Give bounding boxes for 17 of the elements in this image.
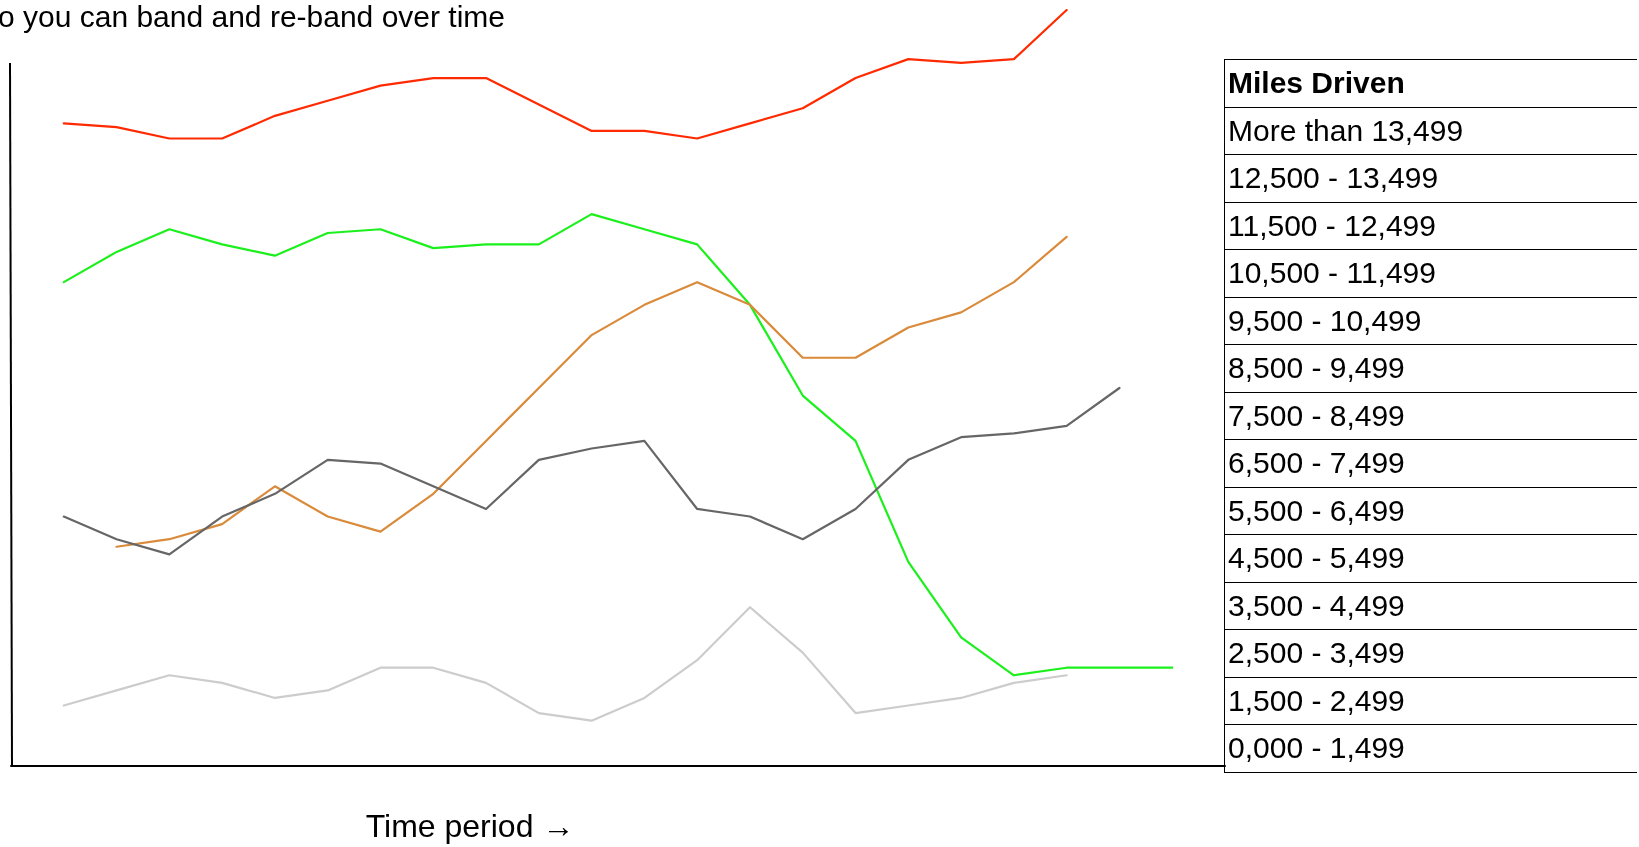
text: 4,500 - 5,499 [1224,534,1637,582]
text: 8,500 - 9,499 [1224,344,1637,392]
chart-title: o you can band and re-band over time [0,0,505,34]
text: Miles Driven [1224,59,1637,107]
text: 2,500 - 3,499 [1224,629,1637,677]
text: 10,500 - 11,499 [1224,249,1637,297]
text: 9,500 - 10,499 [1224,297,1637,345]
text: 0,000 - 1,499 [1224,724,1637,772]
text: 11,500 - 12,499 [1224,202,1637,250]
text: 7,500 - 8,499 [1224,392,1637,440]
text: 3,500 - 4,499 [1224,582,1637,630]
text: 6,500 - 7,499 [1224,439,1637,487]
text: 5,500 - 6,499 [1224,487,1637,535]
text: More than 13,499 [1224,107,1637,155]
text: 12,500 - 13,499 [1224,154,1637,202]
x-axis-title: Time period → [365,808,575,844]
text: 1,500 - 2,499 [1224,677,1637,725]
